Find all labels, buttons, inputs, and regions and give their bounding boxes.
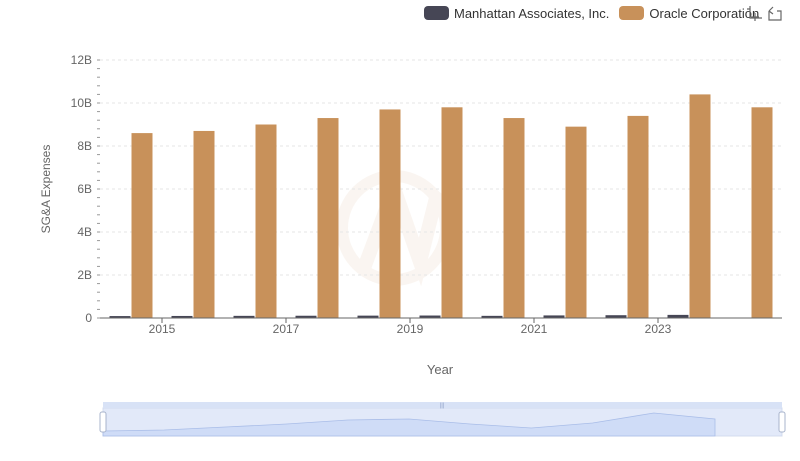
toolbox xyxy=(746,4,786,22)
bar[interactable] xyxy=(193,130,215,318)
y-tick-label: 12B xyxy=(71,53,92,67)
y-tick-label: 6B xyxy=(77,182,92,196)
x-tick-label: 2023 xyxy=(645,322,672,336)
bar[interactable] xyxy=(255,124,277,319)
bar[interactable] xyxy=(317,118,339,318)
x-tick-label: 2017 xyxy=(273,322,300,336)
bar[interactable] xyxy=(233,315,255,318)
x-tick-labels: 2015 2017 2019 2021 2023 xyxy=(149,322,672,336)
y-tick-label: 10B xyxy=(71,96,92,110)
y-tick-labels: 0 2B 4B 6B 8B 10B 12B xyxy=(71,53,93,325)
datazoom-grip-icon[interactable]: ||| xyxy=(440,403,445,409)
datazoom-handle-right[interactable] xyxy=(778,411,786,433)
bar[interactable] xyxy=(379,109,401,318)
y-tick-label: 8B xyxy=(77,139,92,153)
bars xyxy=(109,94,773,319)
bar[interactable] xyxy=(627,115,649,319)
datazoom-top-bar[interactable] xyxy=(103,402,782,408)
zoom-icon[interactable] xyxy=(746,4,764,22)
bar[interactable] xyxy=(503,118,525,318)
legend-label: Oracle Corporation xyxy=(649,5,760,21)
x-ticks xyxy=(161,318,659,323)
bar[interactable] xyxy=(751,107,773,318)
y-tick-label: 2B xyxy=(77,268,92,282)
bar[interactable] xyxy=(543,315,565,318)
bar[interactable] xyxy=(441,107,463,318)
legend: Manhattan Associates, Inc. Oracle Corpora… xyxy=(424,3,769,23)
legend-swatch xyxy=(424,6,449,20)
y-minor-ticks xyxy=(97,59,100,319)
datazoom-slider[interactable]: ||| xyxy=(99,402,786,437)
bar[interactable] xyxy=(667,314,689,318)
datazoom-preview-area xyxy=(102,412,716,437)
x-tick-label: 2021 xyxy=(521,322,548,336)
legend-item[interactable]: Manhattan Associates, Inc. xyxy=(424,6,609,21)
x-tick-label: 2015 xyxy=(149,322,176,336)
legend-label: Manhattan Associates, Inc. xyxy=(454,5,610,21)
restore-icon[interactable] xyxy=(766,4,784,22)
bar[interactable] xyxy=(419,315,441,318)
bar[interactable] xyxy=(131,133,153,318)
bar[interactable] xyxy=(605,315,627,318)
legend-item[interactable]: Oracle Corporation xyxy=(619,6,759,21)
y-tick-label: 4B xyxy=(77,225,92,239)
bar[interactable] xyxy=(357,315,379,318)
bar[interactable] xyxy=(481,315,503,318)
bar[interactable] xyxy=(565,126,587,319)
datazoom-handle-left[interactable] xyxy=(99,411,107,433)
bar[interactable] xyxy=(295,315,317,318)
bar[interactable] xyxy=(109,316,131,318)
x-tick-label: 2019 xyxy=(397,322,424,336)
legend-swatch xyxy=(619,6,645,20)
bar[interactable] xyxy=(689,94,711,319)
x-axis-title: Year xyxy=(427,362,454,377)
y-axis-title: SG&A Expenses xyxy=(39,145,53,234)
y-tick-label: 0 xyxy=(85,311,92,325)
bar[interactable] xyxy=(171,315,193,318)
